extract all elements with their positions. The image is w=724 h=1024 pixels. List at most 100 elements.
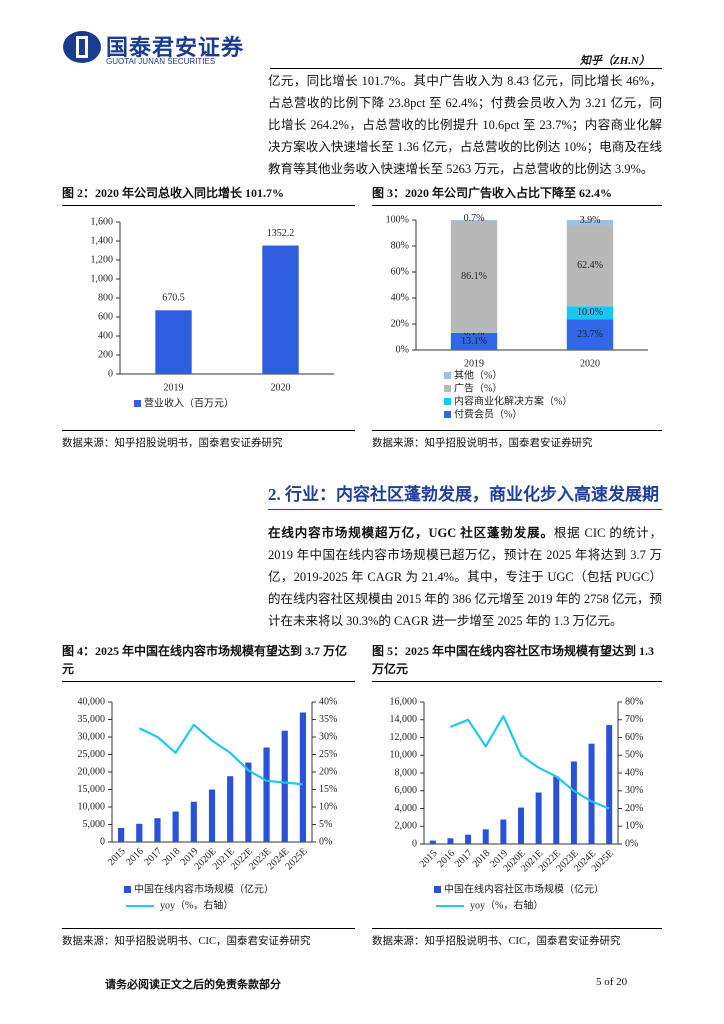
legend-label: 中国在线内容社区市场规模（亿元）	[444, 882, 604, 895]
y-tick-label: 20,000	[78, 766, 106, 777]
figure-title: 图 3：2020 年公司广告收入占比下降至 62.4%	[372, 184, 662, 206]
y2-tick-label: 30%	[625, 785, 643, 796]
figure-source: 数据来源：知乎招股说明书、CIC，国泰君安证券研究	[372, 928, 662, 948]
company-name: 国泰君安证券	[106, 36, 245, 61]
y-tick-label: 10,000	[78, 801, 106, 812]
bar	[154, 818, 161, 842]
legend-swatch	[444, 372, 451, 379]
y-tick-label: 2,000	[395, 821, 418, 832]
x-tick-label: 2016	[124, 846, 146, 868]
y2-tick-label: 80%	[625, 696, 643, 707]
legend-label: yoy（%，右轴）	[160, 898, 233, 911]
bar-segment	[450, 332, 498, 350]
data-label: 13.1%	[461, 336, 487, 347]
figure-source: 数据来源：知乎招股说明书、CIC，国泰君安证券研究	[62, 928, 355, 948]
section-title: 2. 行业：内容社区蓬勃发展，商业化步入高速发展期	[268, 480, 662, 510]
bar-segment	[450, 220, 498, 333]
y-tick-label: 600	[98, 311, 113, 322]
y2-tick-label: 50%	[625, 750, 643, 761]
legend-swatch	[444, 385, 451, 392]
bar	[553, 776, 560, 844]
y-tick-label: 80%	[391, 240, 409, 251]
bar	[263, 747, 270, 842]
bar	[227, 776, 234, 842]
chart: 0 200 400 600 800 1,000 1,200 1,400 1,600 2019 202…	[91, 216, 334, 409]
bar	[245, 762, 252, 842]
bar	[262, 245, 299, 374]
x-tick-label: 2015	[418, 848, 440, 870]
legend-label: 营业收入（百万元）	[144, 396, 234, 409]
bar-segment	[566, 306, 614, 320]
disclaimer: 请务必阅读正文之后的免责条款部分	[105, 979, 281, 991]
y-tick-label: 1,600	[91, 216, 114, 227]
y-tick-label: 25,000	[78, 749, 106, 760]
y2-tick-label: 60%	[625, 732, 643, 743]
y-tick-label: 0	[100, 836, 105, 847]
ticker: 知乎（ZH.N）	[580, 55, 650, 67]
company-en: GUOTAI JUNAN SECURITIES	[106, 57, 216, 66]
data-label: 62.4%	[577, 260, 603, 271]
page-number: 5 of 20	[596, 976, 628, 988]
legend-label: yoy（%，右轴）	[470, 898, 543, 911]
data-label: 3.9%	[580, 215, 601, 226]
y2-tick-label: 5%	[319, 819, 332, 830]
y-tick-label: 1,400	[91, 235, 114, 246]
y-tick-label: 0%	[396, 344, 409, 355]
y-tick-label: 200	[98, 349, 113, 360]
y-tick-label: 15,000	[78, 784, 106, 795]
legend-swatch	[444, 411, 451, 418]
y-tick-label: 800	[98, 292, 113, 303]
figure-title: 图 2：2020 年公司总收入同比增长 101.7%	[62, 184, 355, 206]
header-rule	[270, 68, 662, 69]
x-tick-label: 2019	[464, 358, 484, 369]
y2-tick-label: 35%	[319, 714, 337, 725]
y-tick-label: 6,000	[395, 785, 418, 796]
x-tick-label: 2018	[471, 848, 493, 870]
section-text: 在线内容市场规模超万亿，UGC 社区蓬勃发展。根据 CIC 的统计，2019 年…	[268, 522, 662, 632]
bar-segment	[566, 225, 614, 307]
y-tick-label: 400	[98, 330, 113, 341]
data-label: 1352.2	[267, 228, 295, 239]
legend-swatch	[124, 886, 131, 893]
logo-icon	[63, 31, 101, 63]
bar	[447, 838, 454, 844]
bar	[190, 801, 197, 842]
y-tick-label: 30,000	[78, 731, 106, 742]
y-tick-label: 4,000	[395, 803, 418, 814]
line	[138, 723, 304, 786]
y-tick-label: 1,200	[91, 254, 114, 265]
y2-tick-label: 0%	[319, 836, 332, 847]
bar	[606, 725, 613, 844]
intro-text: 亿元，同比增长 101.7%。其中广告收入为 8.43 亿元，同比增长 46%，…	[268, 74, 662, 176]
bar	[172, 811, 179, 842]
bar-segment	[566, 319, 614, 350]
bar	[500, 819, 507, 844]
chart: 0 2,000 4,000 6,000 8,000 10,000 12,000 14,000 1…	[390, 696, 644, 911]
y2-tick-label: 20%	[319, 766, 337, 777]
data-label: 10.0%	[577, 307, 603, 318]
bar	[482, 829, 489, 844]
y-tick-label: 40%	[391, 292, 409, 303]
bar	[570, 761, 577, 844]
legend-swatch	[444, 398, 451, 405]
bar	[208, 789, 216, 842]
bar-segment	[450, 220, 498, 221]
bar	[299, 712, 306, 842]
y2-tick-label: 40%	[625, 767, 643, 778]
line	[450, 715, 610, 810]
y-tick-label: 35,000	[78, 714, 106, 725]
bar	[535, 792, 542, 844]
data-label: 23.7%	[577, 329, 603, 340]
legend-label: 广告（%）	[454, 381, 502, 394]
chart: 0%20%40%60%80%100%2019202013.1%23.7%0.1%…	[386, 213, 648, 420]
x-tick-label: 2020	[580, 358, 600, 369]
y-tick-label: 60%	[391, 266, 409, 277]
y-tick-label: 20%	[391, 318, 409, 329]
y2-tick-label: 20%	[625, 803, 643, 814]
figure-source: 数据来源：知乎招股说明书，国泰君安证券研究	[372, 430, 662, 450]
y-tick-label: 10,000	[390, 750, 418, 761]
figure-title: 图 5：2025 年中国在线内容社区市场规模有望达到 1.3 万亿元	[372, 642, 662, 682]
y-tick-label: 0	[412, 838, 417, 849]
bar	[281, 730, 288, 842]
